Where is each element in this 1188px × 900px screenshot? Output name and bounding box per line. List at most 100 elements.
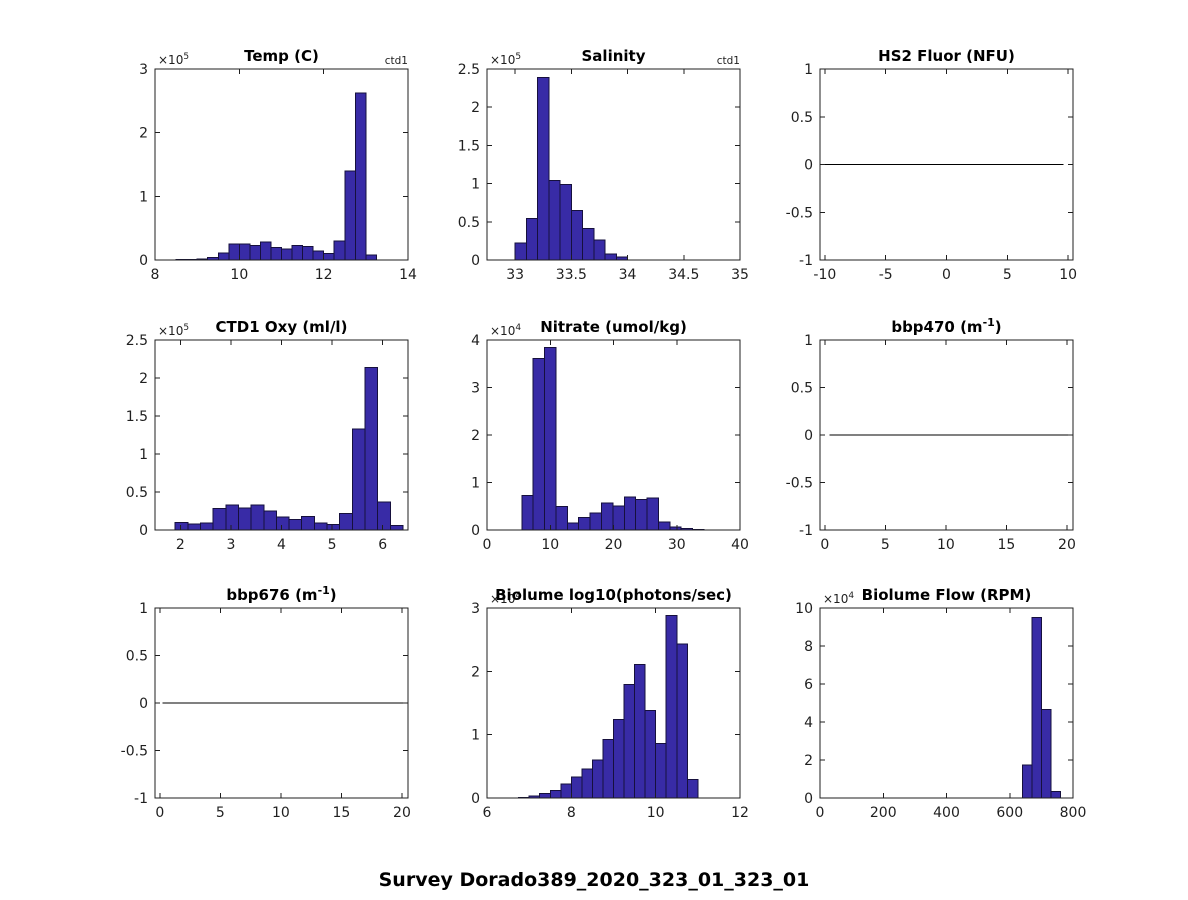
y-tick-label: 2 <box>471 100 480 116</box>
histogram-bar <box>1050 790 1061 799</box>
axes-ticks <box>486 339 741 531</box>
histogram-bars <box>1021 617 1061 799</box>
x-tick-label: 200 <box>870 805 897 821</box>
histogram-bar <box>613 718 625 799</box>
y-tick-label: -1 <box>134 791 148 807</box>
y-tick-label: 1 <box>139 189 148 205</box>
x-tick-label: 5 <box>328 537 337 553</box>
histogram-bar <box>270 246 282 261</box>
histogram-bar <box>333 240 346 261</box>
y-tick-label: 3 <box>471 381 480 397</box>
y-tick-label: 0 <box>804 791 813 807</box>
subplot-bbp470: 0 5 10 15 20 -1 -0.5 0 0.5 1 bbp470 (m-1) <box>786 316 1076 553</box>
y-tick-label: 2 <box>471 664 480 680</box>
x-tick-label: 3 <box>226 537 235 553</box>
y-tick-label: 0 <box>804 428 813 444</box>
x-tick-label: 5 <box>881 537 890 553</box>
histogram-bar <box>377 501 391 531</box>
histogram-bar <box>589 512 602 531</box>
axis-exponent-label: ×105 <box>490 52 521 67</box>
axes-ticks <box>487 68 741 261</box>
y-tick-label: 3 <box>139 62 148 78</box>
x-tick-label: 12 <box>731 805 749 821</box>
y-tick-label: 0 <box>139 523 148 539</box>
subplot-hs2-fluor: -10 -5 0 5 10 -1 -0.5 0 0.5 1 HS2 Fluor (NFU) <box>786 47 1077 283</box>
x-tick-label: 5 <box>216 805 225 821</box>
y-tick-label: 1 <box>139 601 148 617</box>
x-tick-label: 10 <box>937 537 955 553</box>
histogram-bar <box>623 684 636 799</box>
histogram-bar <box>548 180 561 261</box>
x-tick-label: 6 <box>483 805 492 821</box>
histogram-bar <box>225 504 239 531</box>
x-tick-label: 10 <box>272 805 290 821</box>
x-tick-label: 0 <box>816 805 825 821</box>
plot-title: Salinity <box>582 47 646 65</box>
x-tick-label: 20 <box>393 805 411 821</box>
histogram-bar <box>591 759 604 799</box>
y-tick-label: 2.5 <box>458 62 480 78</box>
histogram-bar <box>323 253 335 261</box>
histogram-bar <box>604 253 617 261</box>
axes-ticks <box>155 607 408 799</box>
x-tick-label: 10 <box>230 267 248 283</box>
histogram-bar <box>555 505 568 531</box>
histogram-bar <box>238 243 251 261</box>
x-tick-label: 20 <box>1058 537 1076 553</box>
histogram-bar <box>559 183 572 261</box>
histogram-bar <box>570 776 583 799</box>
x-tick-label: 8 <box>567 805 576 821</box>
y-tick-label: 2 <box>139 371 148 387</box>
histogram-bar <box>578 517 591 531</box>
x-tick-label: 4 <box>277 537 286 553</box>
x-tick-label: 12 <box>315 267 333 283</box>
y-tick-label: -0.5 <box>121 744 148 760</box>
y-tick-label: 3 <box>471 601 480 617</box>
x-tick-label: 30 <box>668 537 686 553</box>
axes-ticks <box>820 339 1073 531</box>
histogram-bar <box>581 768 593 799</box>
corner-label: ctd1 <box>385 55 408 67</box>
histogram-bar <box>655 743 667 799</box>
histogram-bar <box>539 793 551 799</box>
histogram-bars <box>514 76 629 261</box>
histogram-bar <box>1021 764 1033 799</box>
corner-label: ctd1 <box>717 55 740 67</box>
histogram-bars <box>174 366 404 531</box>
plot-title: Temp (C) <box>244 47 319 65</box>
histogram-bar <box>326 524 341 531</box>
y-tick-label: 1 <box>804 62 813 78</box>
histogram-bar <box>281 248 293 261</box>
x-tick-label: 400 <box>933 805 960 821</box>
axes-ticks <box>154 68 409 261</box>
histogram-bar <box>635 499 648 531</box>
x-tick-label: -10 <box>813 267 836 283</box>
y-tick-label: 1 <box>471 728 480 744</box>
plot-title: Nitrate (umol/kg) <box>540 318 687 336</box>
histogram-bar <box>259 241 272 261</box>
y-tick-label: 1.5 <box>458 138 480 154</box>
histogram-bar <box>537 76 550 261</box>
y-tick-label: -0.5 <box>786 205 813 221</box>
x-tick-label: 33.5 <box>556 267 587 283</box>
histogram-bar <box>312 250 325 261</box>
axes-ticks <box>819 607 1074 799</box>
x-tick-label: 0 <box>820 537 829 553</box>
x-tick-label: 10 <box>647 805 665 821</box>
y-tick-label: 1 <box>804 333 813 349</box>
figure-suptitle: Survey Dorado389_2020_323_01_323_01 <box>378 869 810 891</box>
axes-frame <box>154 68 409 261</box>
histogram-bar <box>676 643 688 799</box>
histogram-bar <box>291 244 304 261</box>
x-tick-label: 40 <box>731 537 749 553</box>
x-tick-label: 20 <box>605 537 623 553</box>
histogram-bar <box>313 522 328 531</box>
axis-exponent-label: ×105 <box>158 323 189 338</box>
histogram-bars <box>518 615 699 799</box>
y-tick-label: 4 <box>804 715 813 731</box>
y-tick-label: 8 <box>804 639 813 655</box>
histogram-bar <box>1031 617 1042 799</box>
x-tick-label: 600 <box>996 805 1023 821</box>
histogram-bar <box>228 243 240 261</box>
